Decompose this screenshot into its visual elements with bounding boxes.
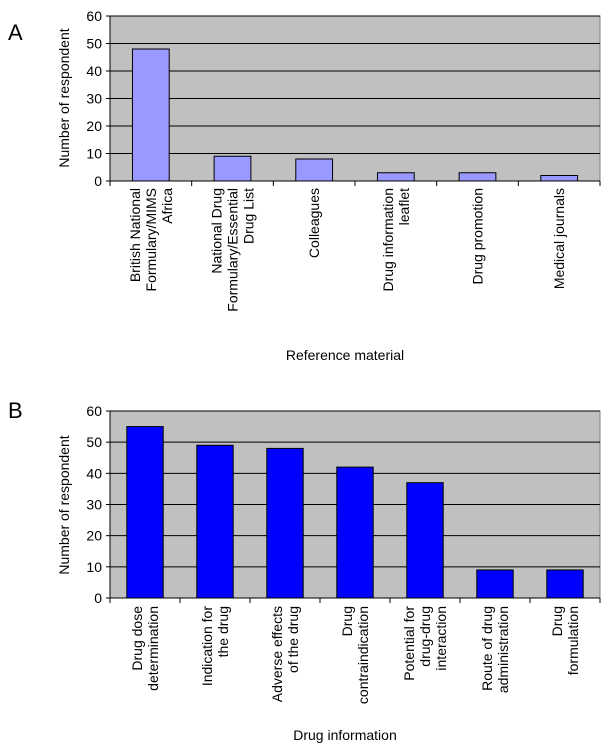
y-tick-label-a: 60 <box>86 8 102 24</box>
x-tick-label-a: National DrugFormulary/EssentialDrug Lis… <box>209 188 257 312</box>
y-tick-label-b: 10 <box>86 559 102 575</box>
x-tick-label-b: Route of drugadministration <box>479 606 511 693</box>
x-tick-label-b: Potential fordrug-druginteraction <box>401 606 449 681</box>
bar-b <box>336 466 374 599</box>
x-axis-title-a: Reference material <box>286 347 404 363</box>
y-axis-title-a: Number of respondent <box>56 28 72 167</box>
y-tick-label-a: 30 <box>86 91 102 107</box>
x-tick-label-a: Drug promotion <box>470 188 486 285</box>
bar-b <box>546 569 584 599</box>
x-tick-label-a: Drug informationleaflet <box>380 188 412 292</box>
x-tick-label-b: Drug dosedetermination <box>129 606 161 691</box>
y-tick-label-a: 0 <box>94 173 102 189</box>
x-tick-label-b: Adverse effectsof the drug <box>269 606 301 702</box>
y-tick-label-b: 60 <box>86 403 102 419</box>
y-tick-label-a: 50 <box>86 36 102 52</box>
bar-b <box>406 482 444 599</box>
x-tick-label-b: Drugformulation <box>549 606 581 675</box>
bar-a <box>213 155 252 182</box>
panel-label-a: A <box>8 20 23 45</box>
bar-b <box>266 447 304 599</box>
bar-b <box>196 444 234 599</box>
x-tick-label-a: British NationalFormulary/MIMSAfrica <box>127 188 175 292</box>
plot-area-b: 0 10 20 30 40 50 60 Drug dosedetermination Indic… <box>86 403 601 704</box>
x-tick-label-b: Indication forthe drug <box>199 606 231 686</box>
y-tick-label-a: 40 <box>86 63 102 79</box>
plot-area-a: 0 10 20 30 40 50 60 British NationalFormulary/M… <box>86 8 601 312</box>
y-tick-label-a: 10 <box>86 146 102 162</box>
panel-label-b: B <box>8 398 23 423</box>
bar-a <box>131 48 170 182</box>
y-tick-label-b: 50 <box>86 434 102 450</box>
bar-a <box>376 172 415 182</box>
bar-a <box>295 158 334 182</box>
bar-b <box>126 426 164 599</box>
bar-a <box>458 172 497 182</box>
y-tick-label-b: 40 <box>86 465 102 481</box>
y-tick-label-b: 30 <box>86 497 102 513</box>
x-axis-title-b: Drug information <box>293 727 397 743</box>
chart-panel-b: B Number of respondent 0 10 20 30 40 50 60 Drug… <box>8 398 601 743</box>
x-tick-label-a: Colleagues <box>306 188 322 258</box>
bar-a <box>540 175 579 182</box>
y-tick-label-b: 0 <box>94 590 102 606</box>
x-tick-label-a: Medical journals <box>551 188 567 289</box>
bar-b <box>476 569 514 599</box>
chart-panel-a: A Number of respondent 0 10 20 30 40 50 60 Brit… <box>8 8 601 363</box>
y-tick-label-b: 20 <box>86 528 102 544</box>
y-tick-label-a: 20 <box>86 118 102 134</box>
x-tick-label-b: Drugcontraindication <box>339 606 371 704</box>
y-axis-title-b: Number of respondent <box>56 435 72 574</box>
